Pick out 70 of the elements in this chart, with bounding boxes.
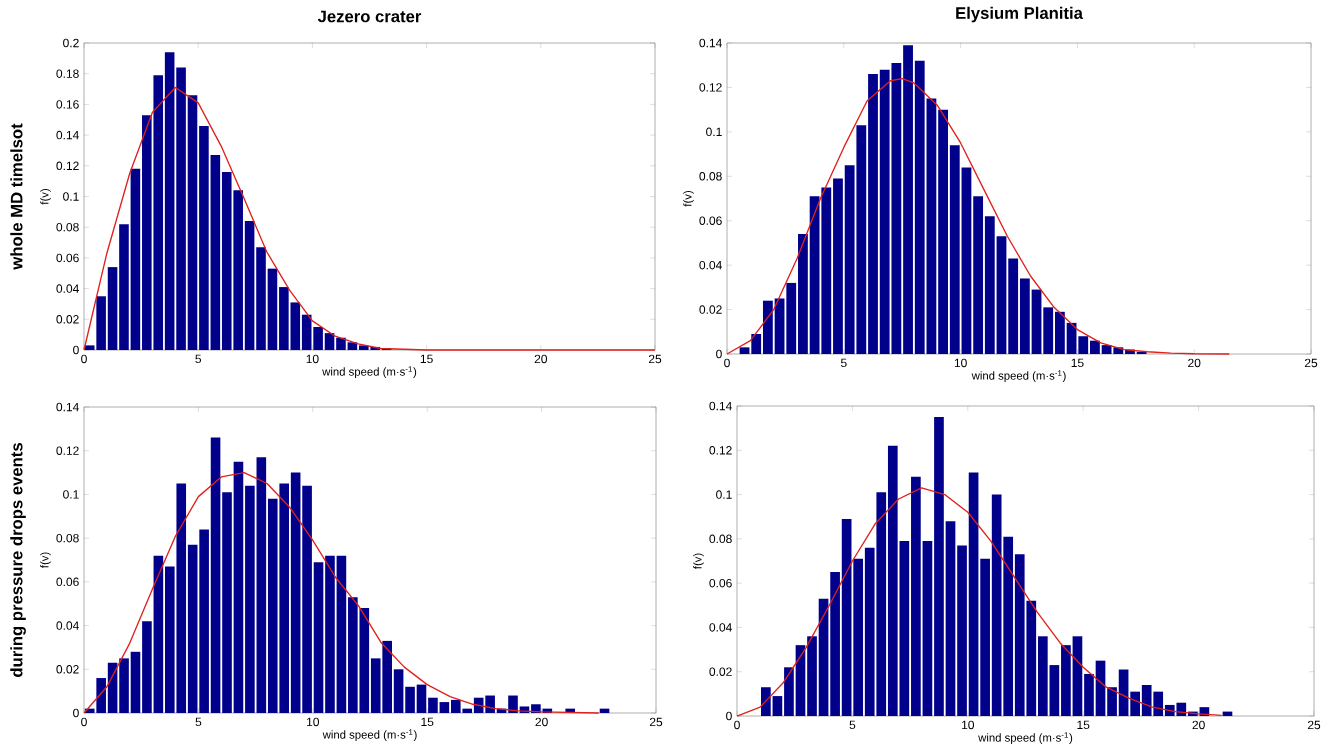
y-tick-label: 0.08 (709, 534, 732, 544)
y-tick-label: 0.04 (56, 284, 79, 293)
x-axis-title: wind speed (m·s$^{-1}$) (322, 729, 417, 741)
y-tick-label: 0.12 (709, 446, 732, 455)
x-tick-label: 20 (1188, 358, 1201, 368)
y-tick-label: 0.2 (63, 38, 79, 48)
x-tick-label: 25 (1307, 720, 1321, 730)
x-tick-label: 25 (1304, 358, 1318, 368)
y-tick-label: 0.1 (706, 127, 722, 137)
y-tick-label: 0.1 (716, 490, 732, 499)
y-tick-label: 0.02 (699, 305, 722, 314)
y-tick-label: 0.14 (56, 402, 79, 412)
y-tick-label: 0.04 (699, 260, 722, 270)
x-tick-label: 0 (81, 354, 87, 364)
text: whole MD timelsot (10, 123, 23, 270)
y-tick-label: 0.04 (709, 623, 732, 632)
x-tick-label: 25 (649, 717, 663, 727)
line-series (726, 77, 1230, 355)
x-tick-label: 25 (648, 354, 662, 364)
y-tick-label: 0.08 (56, 533, 79, 543)
y-tick-label: 0.1 (63, 192, 79, 201)
y-tick-label: 0 (73, 708, 79, 718)
y-axis-title: f(v) (693, 553, 704, 570)
x-tick-label: 10 (954, 358, 967, 368)
x-tick-label: 5 (840, 358, 847, 368)
x-tick-label: 10 (306, 354, 319, 364)
x-tick-label: 0 (81, 717, 87, 727)
y-tick-label: 0.08 (699, 172, 722, 181)
y-tick-label: 0.14 (56, 130, 79, 140)
x-axis-title: wind speed (m·s$^{-1}$) (978, 732, 1073, 744)
y-tick-label: 0.08 (56, 222, 79, 232)
y-tick-label: 0.02 (56, 315, 79, 324)
x-tick-label: 10 (307, 717, 320, 727)
y-tick-label: 0.14 (709, 401, 732, 411)
y-tick-label: 0.06 (699, 216, 722, 225)
y-axis-title: f(v) (40, 552, 51, 569)
x-tick-label: 5 (195, 354, 202, 364)
y-tick-label: 0.06 (56, 253, 79, 263)
x-tick-label: 5 (195, 717, 202, 727)
y-axis-title: f(v) (40, 189, 51, 205)
x-tick-label: 20 (1192, 720, 1205, 730)
y-axis-title: f(v) (683, 191, 694, 207)
x-tick-label: 15 (1077, 720, 1090, 730)
y-tick-label: 0.18 (56, 69, 79, 78)
x-tick-label: 0 (734, 720, 740, 730)
text: during pressure drops events (10, 443, 26, 677)
x-tick-label: 15 (420, 354, 433, 364)
line-series (83, 86, 656, 351)
x-tick-label: 20 (534, 354, 548, 364)
y-tick-label: 0.06 (709, 578, 732, 588)
x-axis-title: wind speed (m·s$^{-1}$) (322, 366, 417, 378)
y-tick-label: 0.02 (709, 667, 732, 676)
chart-title: Jezero crater (317, 10, 422, 23)
x-tick-label: 10 (962, 720, 975, 730)
x-tick-label: 15 (421, 717, 434, 727)
y-tick-label: 0.06 (56, 577, 79, 587)
y-tick-label: 0.16 (56, 100, 79, 109)
chart-title: Elysium Planitia (956, 6, 1084, 23)
x-axis-title: wind speed (m·s$^{-1}$) (971, 370, 1066, 382)
y-tick-label: 0.02 (56, 665, 79, 674)
y-tick-label: 0.12 (56, 446, 79, 455)
y-tick-label: 0.12 (699, 83, 722, 92)
x-tick-label: 15 (1071, 358, 1084, 368)
y-tick-label: 0.1 (63, 490, 79, 499)
x-tick-label: 5 (849, 720, 856, 730)
y-tick-label: 0 (73, 345, 79, 355)
y-tick-label: 0.12 (56, 161, 79, 171)
y-tick-label: 0.04 (56, 621, 79, 630)
x-tick-label: 20 (535, 717, 548, 727)
y-tick-label: 0.14 (699, 38, 722, 48)
